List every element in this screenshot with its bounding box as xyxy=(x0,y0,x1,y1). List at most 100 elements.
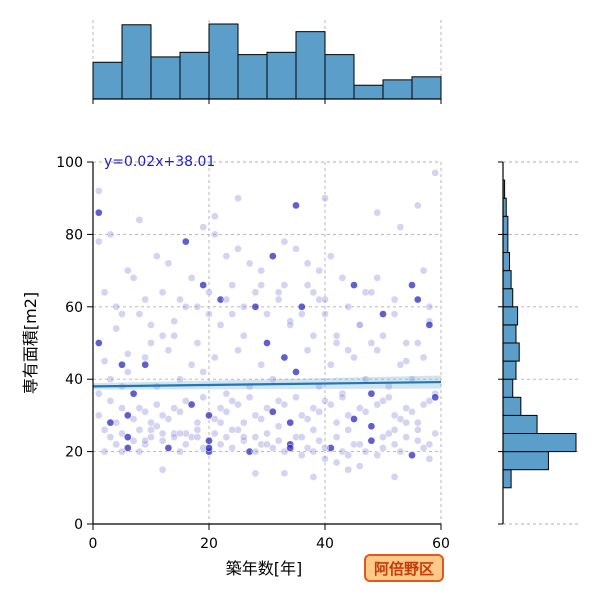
data-point xyxy=(181,397,190,405)
data-point xyxy=(303,346,312,355)
data-point xyxy=(251,447,260,456)
data-point xyxy=(135,447,144,456)
data-point xyxy=(297,310,306,318)
main-plot-ticks: 0 20 40 60 0 20 40 60 80 100 xyxy=(56,155,450,552)
data-point xyxy=(402,404,411,413)
data-point xyxy=(402,418,411,427)
data-point xyxy=(193,433,202,441)
data-point xyxy=(274,422,283,431)
right-hist-bar xyxy=(502,306,519,326)
data-point xyxy=(413,201,422,210)
data-point xyxy=(141,436,150,445)
data-point xyxy=(141,353,150,362)
data-point xyxy=(158,436,167,445)
data-point xyxy=(390,295,399,304)
regression-equation: y=0.02x+38.01 xyxy=(104,154,215,170)
data-point xyxy=(355,440,364,449)
data-point xyxy=(239,302,248,311)
data-point xyxy=(361,407,370,416)
data-point xyxy=(94,208,103,217)
data-point xyxy=(373,208,382,217)
data-point xyxy=(123,266,132,275)
data-point xyxy=(350,353,358,362)
data-point xyxy=(251,469,260,478)
data-point xyxy=(373,451,382,460)
data-point xyxy=(106,375,115,384)
data-point xyxy=(222,295,231,304)
data-point xyxy=(234,400,242,409)
data-point xyxy=(367,389,376,398)
data-point xyxy=(315,436,324,445)
top-histogram-axis xyxy=(92,98,442,104)
data-point xyxy=(367,436,376,445)
data-point xyxy=(338,447,347,456)
data-point xyxy=(303,415,312,423)
data-point xyxy=(280,469,289,478)
data-point xyxy=(251,411,260,420)
right-hist-bar xyxy=(502,288,514,308)
data-point xyxy=(193,302,202,311)
data-point xyxy=(344,426,353,434)
data-point xyxy=(263,429,271,438)
data-point xyxy=(315,266,324,275)
data-point xyxy=(118,310,126,318)
data-point xyxy=(228,397,237,405)
data-point xyxy=(106,433,115,441)
top-hist-bar xyxy=(266,51,297,100)
top-hist-bar xyxy=(382,79,413,100)
data-point xyxy=(123,368,132,376)
right-hist-bar xyxy=(502,215,509,235)
data-point xyxy=(413,426,422,434)
data-point xyxy=(431,169,440,177)
data-point xyxy=(367,422,376,431)
data-point xyxy=(263,404,271,413)
data-point xyxy=(350,281,358,289)
top-hist-bar xyxy=(353,84,384,100)
data-point xyxy=(234,245,242,253)
data-point xyxy=(228,310,237,318)
x-tick-label: 0 xyxy=(89,536,98,552)
y-tick-label: 20 xyxy=(65,445,83,461)
data-point xyxy=(187,433,196,441)
data-point xyxy=(158,429,167,438)
data-point xyxy=(274,288,283,297)
data-point xyxy=(321,454,329,463)
data-point xyxy=(94,339,103,347)
data-point xyxy=(158,288,167,297)
data-point xyxy=(384,429,393,438)
data-point xyxy=(251,433,260,441)
data-point xyxy=(309,426,318,434)
data-point xyxy=(344,451,353,460)
data-point xyxy=(158,465,167,474)
data-point xyxy=(303,444,312,452)
data-point xyxy=(100,357,109,365)
data-point xyxy=(350,440,358,449)
data-point xyxy=(152,252,161,260)
data-point xyxy=(280,353,289,362)
data-point xyxy=(425,302,434,311)
data-point xyxy=(112,440,121,449)
data-point xyxy=(303,281,312,289)
data-point xyxy=(373,273,382,282)
data-point xyxy=(402,433,411,441)
data-point xyxy=(176,447,184,456)
right-hist-bar xyxy=(502,469,512,489)
main-plot-axes xyxy=(92,162,441,525)
data-point xyxy=(268,407,277,416)
data-point xyxy=(355,404,364,413)
data-point xyxy=(251,288,260,297)
data-point xyxy=(280,447,289,456)
data-point xyxy=(129,273,138,282)
right-hist-bar xyxy=(502,378,514,398)
data-point xyxy=(292,201,300,210)
right-hist-bar xyxy=(502,342,520,362)
data-point xyxy=(321,310,329,318)
data-point xyxy=(263,339,271,347)
right-hist-bar xyxy=(502,270,512,290)
data-point xyxy=(373,400,382,409)
y-axis-label: 専有面積[m2] xyxy=(21,292,40,394)
right-hist-bar xyxy=(502,396,522,416)
data-point xyxy=(274,295,283,304)
data-point xyxy=(245,447,254,456)
